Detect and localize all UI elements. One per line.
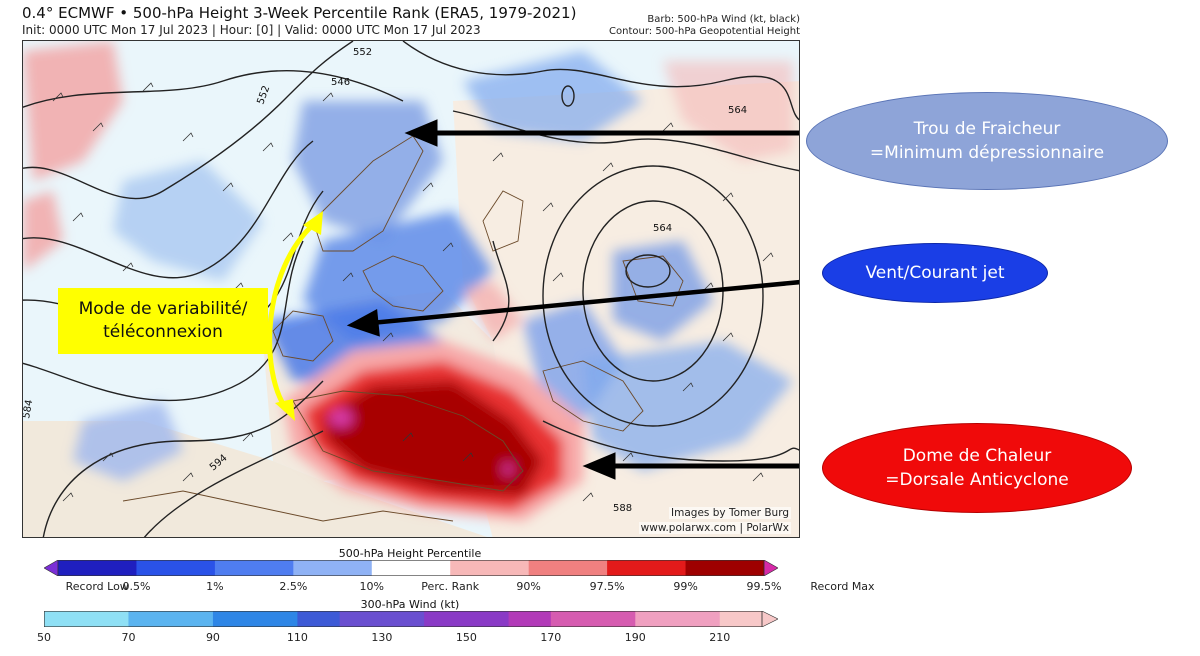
svg-text:564: 564 (653, 223, 672, 234)
colorbar-end-high (763, 560, 778, 576)
colorbar-tick-label: 1% (206, 580, 224, 593)
map-title: 0.4° ECMWF • 500-hPa Height 3-Week Perce… (22, 4, 577, 22)
colorbar-segment (381, 611, 425, 627)
colorbar-tick-label: 0.5% (122, 580, 151, 593)
colorbar-segment (508, 611, 552, 627)
credit-website: www.polarwx.com | PolarWx (638, 522, 791, 534)
percentile-colorbar (44, 560, 778, 576)
wind-colorbar (44, 611, 778, 627)
colorbar-segment (677, 611, 721, 627)
jet-ellipse: Vent/Courant jet (822, 243, 1048, 303)
teleconnection-arrow (267, 211, 323, 421)
colorbar-tick-label: Perc. Rank (421, 580, 480, 593)
colorbar-tick-label: 210 (709, 631, 731, 644)
colorbar-segment (635, 611, 679, 627)
colorbar-segment (136, 560, 216, 576)
colorbar-tick-label: 150 (455, 631, 477, 644)
colorbar-segment (450, 560, 530, 576)
colorbar-tick-label: 2.5% (279, 580, 308, 593)
colorbar-tick-label: 170 (540, 631, 562, 644)
credit-author: Images by Tomer Burg (669, 507, 791, 519)
colorbar-segment (685, 560, 765, 576)
heat-dome-line1: Dome de Chaleur (902, 446, 1052, 466)
svg-text:546: 546 (331, 77, 350, 88)
colorbar-segment (339, 611, 383, 627)
colorbar-segment (293, 560, 373, 576)
svg-text:584: 584 (23, 399, 35, 420)
colorbar-tick-label: 50 (37, 631, 51, 644)
colorbar-segment (128, 611, 172, 627)
cold-pool-line2: =Minimum dépressionnaire (869, 143, 1105, 163)
contour-legend: Contour: 500-hPa Geopotential Height (609, 26, 800, 37)
colorbar-tick-label: Record Low (65, 580, 129, 593)
heat-dome-ellipse: Dome de Chaleur =Dorsale Anticyclone (822, 423, 1132, 513)
colorbar-segment (550, 611, 594, 627)
colorbar-segment (528, 560, 608, 576)
svg-text:564: 564 (728, 105, 747, 116)
colorbar-tick-label: 90% (516, 580, 541, 593)
colorbar-segment (44, 611, 87, 627)
teleconnection-line1: Mode de variabilité/ (78, 299, 248, 319)
colorbar-end-low (44, 560, 59, 576)
colorbar-tick-label: 190 (624, 631, 646, 644)
teleconnection-box: Mode de variabilité/ téléconnexion (58, 288, 268, 354)
colorbar-segment (86, 611, 129, 627)
colorbar-segment (212, 611, 256, 627)
colorbar-tick-label: 99.5% (746, 580, 782, 593)
colorbar-segment (297, 611, 341, 627)
percentile-colorbar-title: 500-hPa Height Percentile (338, 547, 482, 560)
svg-text:552: 552 (353, 47, 372, 58)
colorbar-tick-label: 97.5% (589, 580, 625, 593)
colorbar-segment (58, 560, 137, 576)
colorbar-tick-label: 110 (286, 631, 308, 644)
teleconnection-line2: téléconnexion (103, 322, 223, 342)
map-subtitle: Init: 0000 UTC Mon 17 Jul 2023 | Hour: [… (22, 23, 481, 37)
colorbar-segment (371, 560, 451, 576)
colorbar-segment (593, 611, 636, 627)
cold-pool-ellipse: Trou de Fraicheur =Minimum dépressionnai… (806, 92, 1168, 190)
cold-pool-line1: Trou de Fraicheur (913, 119, 1061, 139)
annotation-arrows (346, 119, 799, 480)
barb-legend: Barb: 500-hPa Wind (kt, black) (647, 14, 800, 25)
colorbar-segment (214, 560, 294, 576)
colorbar-tick-label: Record Max (810, 580, 875, 593)
colorbar-segment (424, 611, 467, 627)
colorbar-segment (255, 611, 298, 627)
wind-colorbar-title: 300-hPa Wind (kt) (360, 598, 460, 611)
colorbar-tick-label: 99% (673, 580, 698, 593)
coastlines (122, 135, 684, 522)
colorbar-tick-label: 10% (359, 580, 384, 593)
colorbar-segment (170, 611, 214, 627)
colorbar-segment (607, 560, 687, 576)
colorbar-segment (466, 611, 510, 627)
colorbar-end-high (761, 611, 778, 627)
jet-label: Vent/Courant jet (865, 263, 1005, 283)
colorbar-tick-label: 130 (371, 631, 393, 644)
svg-text:588: 588 (613, 503, 632, 514)
heat-dome-line2: =Dorsale Anticyclone (885, 470, 1069, 490)
colorbar-tick-label: 90 (205, 631, 220, 644)
colorbar-tick-label: 70 (121, 631, 136, 644)
weather-map: 546 552 552 564 564 584 594 588 Images b… (22, 40, 800, 538)
colorbar-segment (719, 611, 763, 627)
